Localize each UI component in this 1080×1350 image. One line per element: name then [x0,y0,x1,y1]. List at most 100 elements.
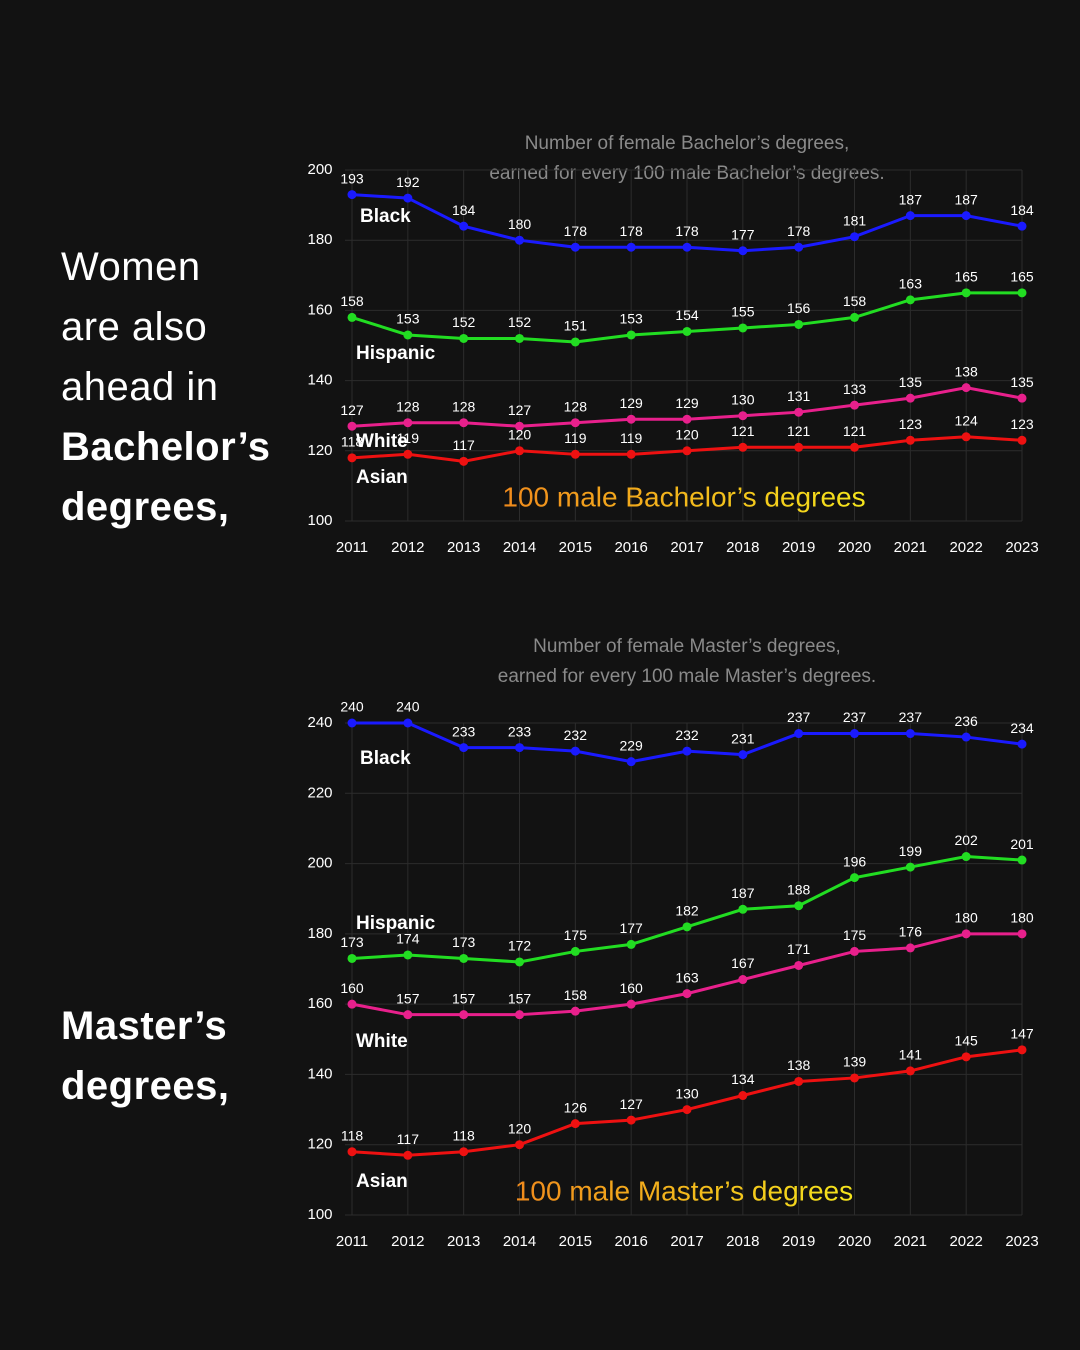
data-point [850,1073,859,1083]
x-tick-label: 2014 [503,539,536,556]
y-tick-label: 200 [307,161,332,178]
data-point [515,446,524,456]
chart-title: Number of female Bachelor’s degrees, [525,133,850,154]
data-point [347,421,357,431]
data-point [738,750,748,760]
value-label: 119 [564,430,587,446]
value-label: 158 [340,293,364,309]
value-label: 123 [899,416,923,432]
value-label: 171 [787,941,811,957]
data-point [347,453,357,463]
value-label: 118 [453,1127,476,1143]
value-label: 128 [396,398,420,414]
value-label: 178 [787,223,811,239]
data-point [570,449,580,459]
value-label: 187 [954,191,978,207]
caption-line: Women [61,245,201,289]
data-point [403,950,413,960]
data-point [794,319,804,329]
y-tick-label: 140 [307,372,332,389]
value-label: 133 [843,381,867,397]
series-label: Black [360,206,411,227]
series-label: Asian [356,1171,408,1192]
data-point [570,337,580,347]
series-label: White [356,431,408,452]
x-tick-label: 2011 [336,539,368,556]
value-label: 145 [954,1033,978,1049]
value-label: 180 [1010,910,1034,926]
data-point [961,852,971,862]
series-label: Hispanic [356,913,436,934]
value-label: 120 [675,427,699,443]
data-point [794,729,804,739]
y-tick-label: 160 [307,301,332,318]
value-label: 178 [675,223,699,239]
data-point [905,211,915,221]
data-point [738,975,748,985]
value-label: 178 [619,223,643,239]
value-label: 127 [508,402,532,418]
value-label: 141 [899,1047,923,1063]
value-label: 167 [731,955,755,971]
data-point [1017,288,1027,298]
x-tick-label: 2021 [894,1233,927,1250]
value-label: 157 [396,990,420,1006]
data-point [850,729,859,739]
data-point [1017,855,1027,865]
value-label: 121 [787,423,811,439]
value-label: 188 [787,881,811,897]
value-label: 135 [1010,374,1034,390]
data-point [738,323,748,333]
value-label: 236 [954,713,978,729]
value-label: 160 [340,980,364,996]
series-label: White [356,1031,408,1052]
data-point [570,242,580,252]
data-point [794,901,804,911]
value-label: 234 [1010,720,1034,736]
value-label: 201 [1010,836,1034,852]
value-label: 180 [508,216,532,232]
data-point [682,326,692,336]
value-label: 177 [731,226,755,242]
value-label: 232 [675,727,699,743]
data-point [515,957,524,967]
data-point [961,288,971,298]
data-point [515,333,524,343]
data-point [682,922,692,932]
value-label: 120 [508,1120,532,1136]
data-point [403,1150,413,1160]
data-point [1017,221,1027,231]
value-label: 147 [1010,1026,1034,1042]
value-label: 154 [675,307,699,323]
x-tick-label: 2013 [447,539,480,556]
data-point [794,407,804,417]
x-tick-label: 2020 [838,1233,871,1250]
data-point [515,743,524,753]
data-point [850,873,859,883]
data-point [1017,739,1027,749]
data-point [794,442,804,452]
data-point [794,1076,804,1086]
data-point [626,449,636,459]
value-label: 237 [843,709,867,725]
data-point [682,414,692,424]
value-label: 156 [787,300,811,316]
value-label: 233 [452,723,476,739]
x-tick-label: 2019 [782,539,815,556]
value-label: 163 [675,969,699,985]
data-point [626,999,636,1009]
data-point [850,400,859,410]
caption-line: degrees, [61,485,230,529]
y-tick-label: 120 [307,442,332,459]
data-point [905,295,915,305]
y-tick-label: 100 [307,1206,332,1223]
x-tick-label: 2016 [614,1233,647,1250]
value-label: 163 [899,276,923,292]
y-tick-label: 180 [307,925,332,942]
data-point [961,432,971,442]
caption-line: degrees, [61,1064,230,1108]
data-point [403,193,413,203]
y-tick-label: 220 [307,784,332,801]
data-point [515,1010,524,1020]
data-point [738,1091,748,1101]
